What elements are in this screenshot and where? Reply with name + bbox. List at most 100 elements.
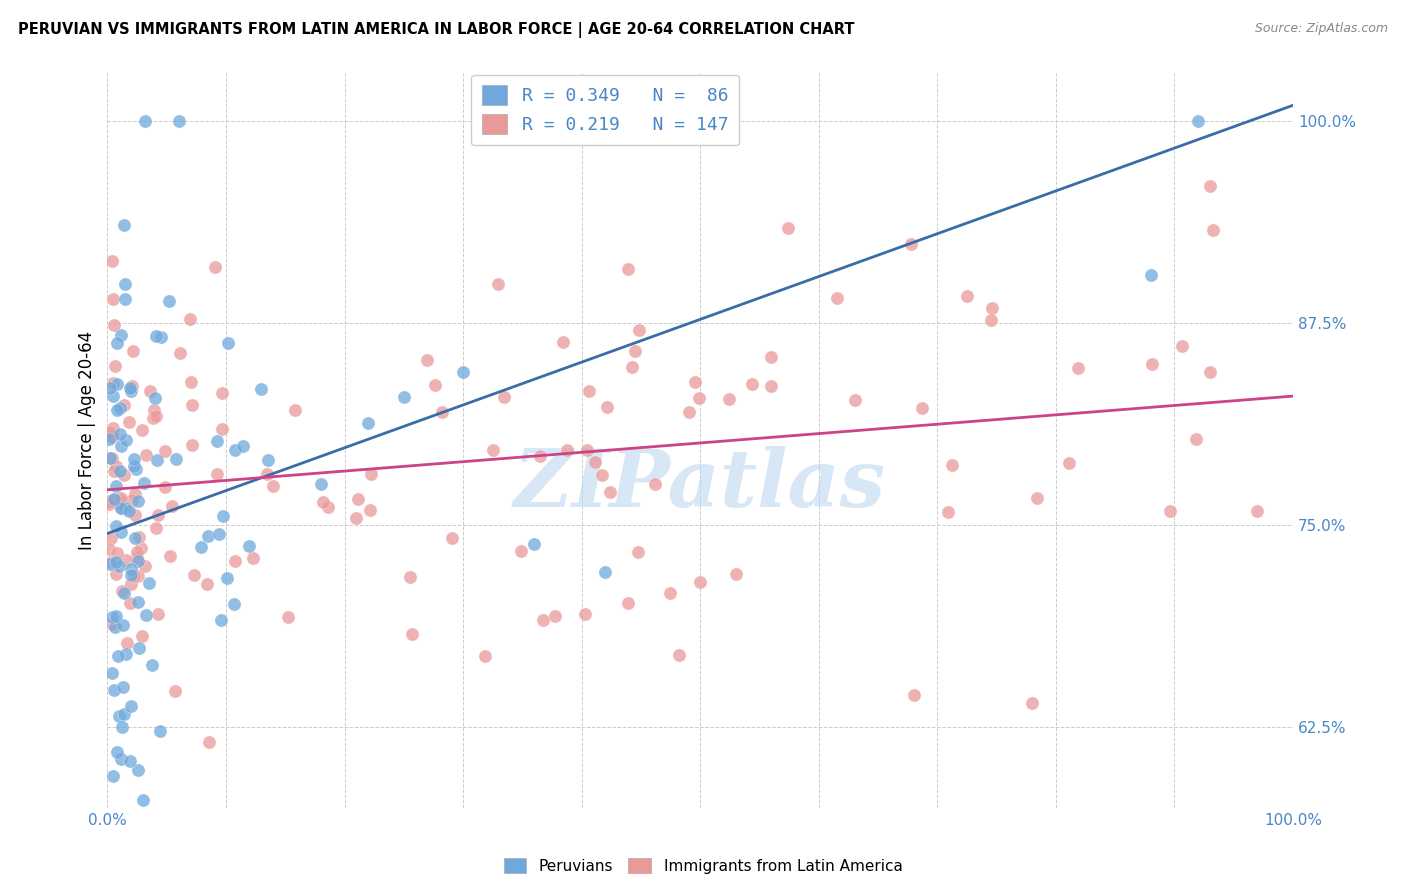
- Point: [1021, 696, 1043, 710]
- Point: [346, 491, 368, 506]
- Point: [105, 376, 128, 391]
- Point: [617, 596, 640, 610]
- Point: [599, 485, 621, 500]
- Point: [217, 571, 239, 585]
- Point: [143, 403, 166, 417]
- Point: [104, 555, 127, 569]
- Point: [124, 487, 146, 501]
- Point: [103, 318, 125, 333]
- Point: [120, 576, 142, 591]
- Point: [148, 607, 170, 621]
- Point: [284, 402, 307, 417]
- Point: [575, 443, 598, 458]
- Point: [209, 613, 232, 627]
- Legend: Peruvians, Immigrants from Latin America: Peruvians, Immigrants from Latin America: [498, 852, 908, 880]
- Point: [224, 442, 246, 457]
- Point: [132, 793, 155, 807]
- Point: [761, 350, 783, 364]
- Point: [118, 381, 141, 395]
- Point: [204, 260, 226, 275]
- Point: [509, 544, 531, 558]
- Point: [724, 566, 747, 581]
- Point: [100, 425, 122, 439]
- Point: [359, 503, 381, 517]
- Point: [197, 735, 219, 749]
- Point: [595, 565, 617, 579]
- Point: [115, 552, 138, 566]
- Point: [312, 495, 335, 509]
- Point: [1057, 456, 1080, 470]
- Point: [145, 521, 167, 535]
- Point: [644, 477, 666, 491]
- Point: [1067, 360, 1090, 375]
- Point: [103, 389, 125, 403]
- Point: [103, 491, 125, 506]
- Point: [121, 343, 143, 358]
- Point: [553, 335, 575, 350]
- Point: [122, 569, 145, 583]
- Point: [124, 461, 146, 475]
- Point: [112, 586, 135, 600]
- Point: [207, 467, 229, 482]
- Point: [179, 312, 201, 326]
- Point: [398, 570, 420, 584]
- Point: [101, 253, 124, 268]
- Point: [129, 541, 152, 555]
- Point: [153, 444, 176, 458]
- Point: [108, 558, 131, 573]
- Point: [112, 398, 135, 412]
- Point: [981, 301, 1004, 315]
- Point: [110, 439, 132, 453]
- Point: [208, 527, 231, 541]
- Point: [107, 648, 129, 663]
- Point: [169, 346, 191, 360]
- Point: [1199, 365, 1222, 379]
- Point: [103, 769, 125, 783]
- Point: [107, 545, 129, 559]
- Point: [205, 434, 228, 448]
- Point: [523, 536, 546, 550]
- Point: [165, 452, 187, 467]
- Point: [668, 648, 690, 662]
- Point: [115, 636, 138, 650]
- Point: [128, 641, 150, 656]
- Point: [555, 443, 578, 458]
- Point: [110, 500, 132, 515]
- Point: [101, 665, 124, 680]
- Point: [135, 449, 157, 463]
- Point: [150, 330, 173, 344]
- Point: [120, 384, 142, 398]
- Point: [115, 433, 138, 447]
- Point: [104, 479, 127, 493]
- Point: [1139, 268, 1161, 283]
- Point: [110, 493, 132, 508]
- Point: [104, 459, 127, 474]
- Point: [1202, 223, 1225, 237]
- Point: [132, 475, 155, 490]
- Point: [759, 379, 782, 393]
- Point: [127, 554, 149, 568]
- Point: [180, 375, 202, 389]
- Point: [717, 392, 740, 406]
- Point: [127, 494, 149, 508]
- Legend: R = 0.349   N =  86, R = 0.219   N = 147: R = 0.349 N = 86, R = 0.219 N = 147: [471, 75, 740, 145]
- Point: [110, 500, 132, 515]
- Point: [120, 567, 142, 582]
- Point: [135, 608, 157, 623]
- Point: [101, 610, 124, 624]
- Point: [124, 458, 146, 473]
- Point: [578, 384, 600, 398]
- Point: [250, 383, 273, 397]
- Point: [110, 401, 132, 415]
- Point: [938, 505, 960, 519]
- Point: [112, 468, 135, 483]
- Point: [98, 381, 121, 395]
- Point: [145, 329, 167, 343]
- Point: [97, 497, 120, 511]
- Point: [101, 451, 124, 466]
- Point: [157, 294, 180, 309]
- Point: [309, 477, 332, 491]
- Point: [357, 416, 380, 430]
- Point: [316, 500, 339, 515]
- Point: [242, 551, 264, 566]
